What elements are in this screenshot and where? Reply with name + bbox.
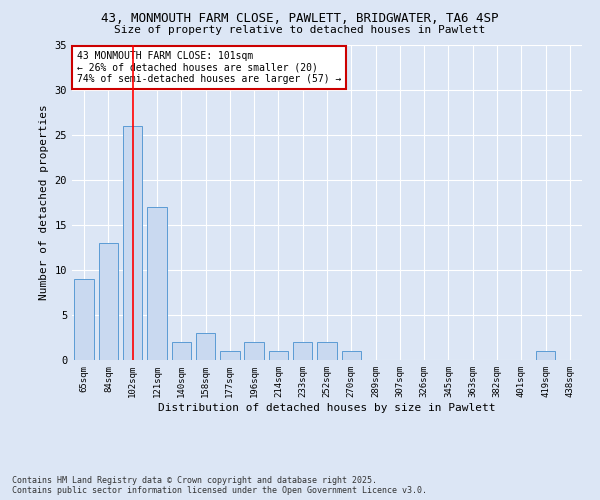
Bar [317,342,337,360]
X-axis label: Distribution of detached houses by size in Pawlett: Distribution of detached houses by size … [158,402,496,412]
Bar [293,342,313,360]
Text: 43 MONMOUTH FARM CLOSE: 101sqm
← 26% of detached houses are smaller (20)
74% of : 43 MONMOUTH FARM CLOSE: 101sqm ← 26% of … [77,52,341,84]
Y-axis label: Number of detached properties: Number of detached properties [39,104,49,300]
Bar [123,126,142,360]
Bar [99,243,118,360]
Text: Size of property relative to detached houses in Pawlett: Size of property relative to detached ho… [115,25,485,35]
Bar [196,333,215,360]
Bar [147,207,167,360]
Text: 43, MONMOUTH FARM CLOSE, PAWLETT, BRIDGWATER, TA6 4SP: 43, MONMOUTH FARM CLOSE, PAWLETT, BRIDGW… [101,12,499,26]
Text: Contains HM Land Registry data © Crown copyright and database right 2025.
Contai: Contains HM Land Registry data © Crown c… [12,476,427,495]
Bar [341,351,361,360]
Bar [74,279,94,360]
Bar [269,351,288,360]
Bar [536,351,555,360]
Bar [244,342,264,360]
Bar [220,351,239,360]
Bar [172,342,191,360]
